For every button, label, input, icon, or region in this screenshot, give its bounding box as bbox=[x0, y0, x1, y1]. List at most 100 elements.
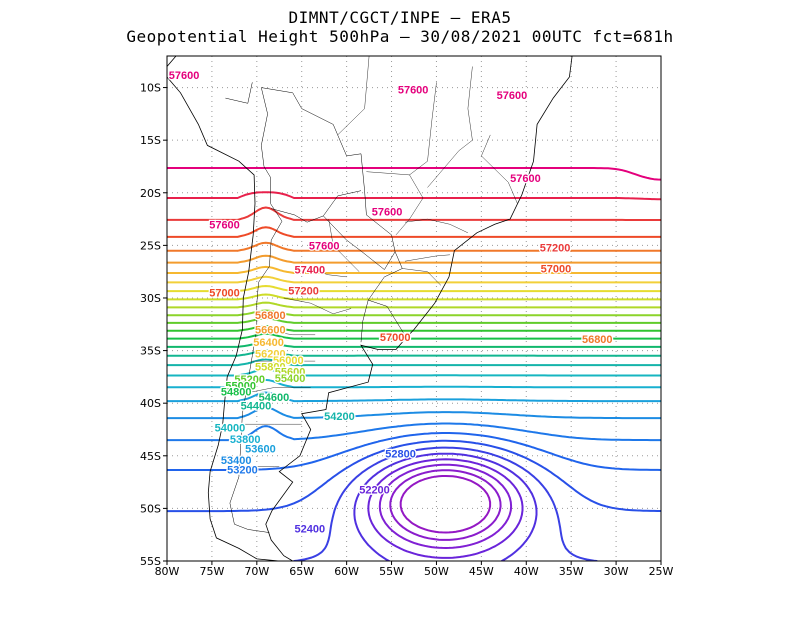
contour-label: 57000 bbox=[380, 332, 411, 344]
lon-tick-label: 40W bbox=[514, 565, 539, 578]
contour-label: 52400 bbox=[295, 523, 326, 535]
contour-56000 bbox=[167, 285, 661, 293]
contour-label: 54800 bbox=[221, 387, 252, 399]
contour-label: 53400 bbox=[221, 455, 252, 467]
plot-frame bbox=[166, 55, 662, 562]
state-border bbox=[283, 297, 352, 315]
contour-53200 bbox=[167, 422, 661, 442]
lon-tick-label: 70W bbox=[244, 565, 269, 578]
height-contours bbox=[167, 167, 661, 561]
state-border bbox=[404, 218, 468, 233]
contour-label: 56200 bbox=[255, 349, 286, 361]
contour-54200 bbox=[167, 358, 661, 367]
contour-52200 bbox=[367, 458, 524, 559]
state-border bbox=[366, 82, 437, 176]
contour-52000 bbox=[378, 463, 513, 549]
contour-labels: 57600 57600 57600 57600 57600 57600 57600 57400… bbox=[168, 69, 614, 537]
lon-tick-label: 60W bbox=[334, 565, 359, 578]
west-coastline bbox=[167, 56, 280, 561]
political-border bbox=[360, 300, 369, 343]
contour-label: 53600 bbox=[245, 443, 276, 455]
contour-54600 bbox=[167, 340, 661, 348]
contour-label: 53200 bbox=[227, 464, 258, 476]
contour-51600 bbox=[399, 475, 492, 534]
lon-tick-label: 65W bbox=[289, 565, 314, 578]
lon-tick-label: 50W bbox=[424, 565, 449, 578]
political-border bbox=[271, 190, 362, 223]
lat-tick-label: 30S bbox=[140, 292, 161, 305]
map-title-line-2: Geopotential Height 500hPa – 30/08/2021 … bbox=[126, 27, 674, 46]
state-border bbox=[402, 268, 442, 286]
contour-55200 bbox=[167, 317, 661, 324]
political-border bbox=[225, 82, 253, 104]
contour-label: 56800 bbox=[255, 310, 286, 322]
contour-label: 56800 bbox=[582, 334, 613, 346]
state-border bbox=[395, 174, 424, 236]
contour-56400 bbox=[167, 265, 661, 274]
contour-label: 54200 bbox=[324, 411, 355, 423]
contour-52400 bbox=[353, 452, 538, 561]
contour-label: 53800 bbox=[230, 434, 261, 446]
contour-label: 56000 bbox=[273, 355, 304, 367]
contour-label: 52800 bbox=[385, 449, 416, 461]
contour-label: 54400 bbox=[241, 400, 272, 412]
contour-label: 54000 bbox=[215, 422, 246, 434]
east-coastline bbox=[265, 56, 573, 561]
lat-tick-label: 55S bbox=[140, 555, 161, 568]
contour-52800 bbox=[167, 439, 661, 513]
contour-label: 55400 bbox=[275, 373, 306, 385]
contour-label: 56600 bbox=[255, 325, 286, 337]
contour-label: 57600 bbox=[372, 207, 403, 219]
contour-label: 52200 bbox=[359, 484, 390, 496]
contour-53400 bbox=[167, 406, 661, 420]
contour-53600 bbox=[167, 391, 661, 403]
contour-label: 55200 bbox=[234, 374, 265, 386]
contour-label: 57600 bbox=[510, 173, 541, 185]
lon-tick-label: 80W bbox=[155, 565, 180, 578]
state-border bbox=[427, 66, 473, 188]
lat-tick-label: 20S bbox=[140, 187, 161, 200]
lat-tick-label: 40S bbox=[140, 397, 161, 410]
contour-55800 bbox=[167, 293, 661, 301]
lon-tick-label: 35W bbox=[559, 565, 584, 578]
contour-55600 bbox=[167, 301, 661, 309]
state-border bbox=[247, 387, 311, 393]
political-border bbox=[323, 215, 396, 270]
contour-54000 bbox=[167, 368, 661, 377]
contour-57600 bbox=[167, 167, 661, 181]
coastlines-and-borders bbox=[167, 56, 573, 561]
contour-57000 bbox=[167, 226, 661, 238]
contour-55400 bbox=[167, 309, 661, 317]
state-border bbox=[337, 56, 370, 136]
lat-tick-label: 35S bbox=[140, 345, 161, 358]
map-title-line-1: DIMNT/CGCT/INPE – ERA5 bbox=[288, 8, 512, 27]
contour-label: 57600 bbox=[398, 85, 429, 97]
contour-label: 57000 bbox=[541, 264, 572, 276]
contour-label: 57600 bbox=[309, 240, 340, 252]
contour-53000 bbox=[167, 432, 661, 471]
contour-51800 bbox=[389, 469, 502, 541]
contour-57200 bbox=[167, 206, 661, 221]
state-border bbox=[328, 219, 360, 272]
political-border bbox=[229, 87, 283, 533]
lon-tick-label: 30W bbox=[604, 565, 629, 578]
contour-label: 57600 bbox=[497, 90, 528, 102]
contour-label: 54600 bbox=[259, 392, 290, 404]
lat-tick-label: 50S bbox=[140, 502, 161, 515]
state-border bbox=[481, 134, 518, 204]
lat-tick-label: 45S bbox=[140, 450, 161, 463]
lon-tick-label: 45W bbox=[469, 565, 494, 578]
lat-tick-label: 10S bbox=[140, 82, 161, 95]
contour-56600 bbox=[167, 254, 661, 264]
contour-label: 55600 bbox=[275, 367, 306, 379]
state-border bbox=[404, 254, 450, 262]
contour-label: 57400 bbox=[295, 265, 326, 277]
lon-tick-label: 25W bbox=[649, 565, 674, 578]
contour-label: 57200 bbox=[540, 242, 571, 254]
contour-label: 57000 bbox=[209, 288, 240, 300]
state-border bbox=[261, 329, 316, 335]
axis-ticks: 80W 75W 70W 65W 60W 55W 50W 45W 40W 35W 30W 25W 10S 1… bbox=[140, 82, 674, 578]
contour-55000 bbox=[167, 325, 661, 332]
contour-label: 57200 bbox=[288, 286, 319, 298]
